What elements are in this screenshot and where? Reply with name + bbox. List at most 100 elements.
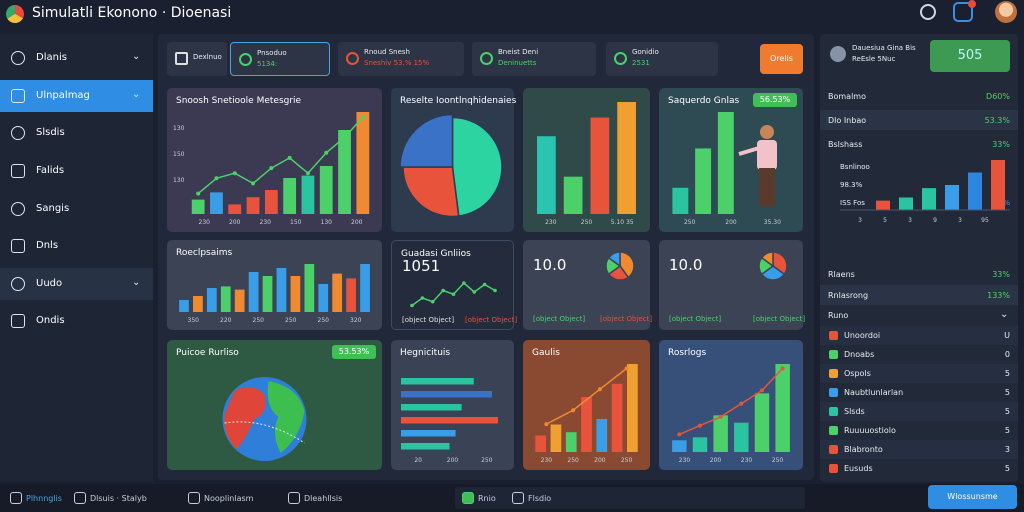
bar	[563, 176, 583, 214]
bar	[717, 112, 734, 214]
bar	[319, 166, 333, 214]
pie-slice	[607, 251, 621, 268]
item-value: 5	[1004, 426, 1010, 435]
hbar	[401, 378, 474, 385]
x-tick-label: 130	[321, 219, 333, 226]
card[interactable]: Guadasi Gnliios 1051 [object Object] [objec…	[391, 240, 517, 330]
card[interactable]: 350 220 250 250 250 320 Roeclpsaims	[167, 240, 382, 330]
line-point	[430, 299, 435, 304]
card[interactable]: 230 200 230 150 130 200 Snoosh Snetioole Metes…	[167, 88, 382, 232]
line-point	[472, 290, 477, 294]
toolbar-chip[interactable]: Dexlnuo	[167, 42, 227, 76]
bar	[565, 432, 577, 452]
settings-icon[interactable]	[920, 4, 936, 20]
card-title: Reselte Ioontlnqhidenaies	[400, 96, 517, 106]
list-item[interactable]: Blabronto 3	[820, 440, 1018, 459]
item-label: Naubtlunlarlan	[844, 388, 904, 397]
footer-panel	[455, 487, 805, 509]
y-tick-label: 130	[173, 177, 185, 184]
sidebar-item[interactable]: Sangis	[0, 193, 153, 225]
footer-item[interactable]: Dlsuis · Stalyb	[90, 494, 147, 503]
sidebar-icon	[11, 277, 25, 291]
list-item[interactable]: Eusuds 5	[820, 459, 1018, 478]
trend-point	[269, 166, 274, 171]
sidebar-item[interactable]: Dlanis ⌄	[0, 42, 153, 74]
card[interactable]: 20 200 250 Hegnicituis	[391, 340, 514, 470]
row-label: Rlaens	[828, 270, 855, 279]
sidebar-item[interactable]: Falids	[0, 155, 153, 187]
x-tick-label: 3	[958, 217, 962, 224]
list-item[interactable]: Unoordoi U	[820, 326, 1018, 345]
item-icon	[829, 331, 838, 340]
bar	[193, 296, 203, 312]
x-tick-label: 200	[594, 457, 606, 464]
sidebar-item[interactable]: Uudo ⌄	[0, 268, 153, 300]
x-tick-label: 200	[725, 219, 737, 226]
card[interactable]: Reselte Ioontlnqhidenaies	[391, 88, 517, 232]
footer-item[interactable]: Nooplinlasm	[204, 494, 254, 503]
section-header: Runo ⌄	[820, 306, 1018, 324]
sidebar-item[interactable]: Dnls	[0, 230, 153, 262]
card[interactable]: 250 200 35.30 Saquerdo Gnlas 56.53%	[659, 88, 803, 232]
card[interactable]: 230 250 5.10 35	[523, 88, 650, 232]
item-icon	[829, 388, 838, 397]
panel-chart: 3 5 3 9 3 95	[840, 160, 1010, 224]
bar	[596, 419, 608, 452]
chip-label: Rnoud Snesh	[364, 48, 410, 56]
bar	[360, 264, 370, 312]
trend-point	[544, 422, 549, 427]
globe-orbit	[224, 421, 305, 444]
pie-slice	[772, 251, 788, 276]
toolbar-button[interactable]: Orelis	[760, 44, 803, 74]
footer-icon	[10, 492, 22, 504]
list-item[interactable]: Ruuuuostiolo 5	[820, 421, 1018, 440]
notification-icon[interactable]	[953, 2, 973, 22]
chevron: ⌄	[132, 277, 141, 288]
sidebar-item[interactable]: Slsdis	[0, 117, 153, 149]
sidebar-item[interactable]: Ondis	[0, 305, 153, 337]
x-tick-label: 200	[710, 457, 722, 464]
card-chart: 230 250 5.10 35	[537, 102, 636, 226]
x-tick-label: 250	[253, 317, 265, 324]
toolbar-chip[interactable]: Rnoud Snesh Sneshiv 53.% 15%	[338, 42, 464, 76]
row-label: Bslshass	[828, 140, 863, 149]
card[interactable]: Puicoe Rurliso 53.53%	[167, 340, 382, 470]
x-tick-label: 230	[679, 457, 691, 464]
avatar[interactable]	[995, 1, 1017, 23]
list-item[interactable]: Slsds 5	[820, 402, 1018, 421]
toolbar-chip[interactable]: Gonidio 2531	[606, 42, 718, 76]
footer-item[interactable]: Flsdio	[528, 494, 552, 503]
list-item[interactable]: Dnoabs 0	[820, 345, 1018, 364]
footer-item[interactable]: Rnio	[478, 494, 496, 503]
toolbar-chip[interactable]: Bneist Deni Deninuetts	[472, 42, 596, 76]
card[interactable]: 10.0 [object Object] [object Object]	[659, 240, 805, 330]
x-tick-label: 320	[350, 317, 362, 324]
row-value: 33%	[992, 140, 1010, 149]
sidebar-icon	[11, 314, 25, 328]
trend-point	[287, 155, 292, 160]
card-chart	[399, 113, 503, 218]
notification-dot	[968, 0, 976, 8]
panel-icon	[830, 46, 846, 62]
sidebar-label: Ondis	[36, 315, 65, 326]
card[interactable]: 10.0 [object Object] [object Object]	[523, 240, 652, 330]
sidebar-item[interactable]: Ulnpalmag ⌄	[0, 80, 153, 112]
footer-item[interactable]: Dleahllsis	[304, 494, 343, 503]
footer-button[interactable]: Wlossunsme	[928, 485, 1017, 509]
card[interactable]: 230 250 200 250 Gaulis	[523, 340, 650, 470]
item-label: Ospols	[844, 369, 871, 378]
bar	[672, 187, 689, 214]
x-tick-label: 5.10 35	[611, 219, 634, 226]
card[interactable]: 230 200 230 250 Rosrlogs	[659, 340, 803, 470]
list-item[interactable]: Ospols 5	[820, 364, 1018, 383]
item-icon	[829, 407, 838, 416]
card-title: Hegnicituis	[400, 348, 451, 358]
row-label: Bomalmo	[828, 92, 866, 101]
footer-item[interactable]: Plhnnglis	[26, 494, 62, 503]
toolbar-chip[interactable]: Pnsoduo 5134:	[230, 42, 330, 76]
x-tick-label: 3	[858, 217, 862, 224]
row-value: D60%	[986, 92, 1010, 101]
card-chart	[758, 251, 788, 281]
list-item[interactable]: Naubtlunlarlan 5	[820, 383, 1018, 402]
chip-label: Bneist Deni	[498, 48, 539, 56]
